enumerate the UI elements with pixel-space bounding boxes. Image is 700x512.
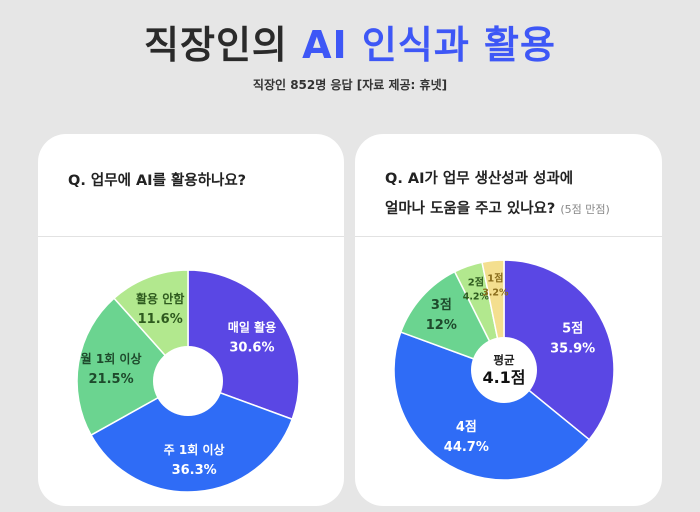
pie1-slice-4-label: 1점 (487, 272, 503, 284)
pie1-slice-0 (503, 259, 615, 441)
pie1-slice-2-value: 12% (426, 318, 457, 333)
pie1-slice-1 (393, 331, 591, 481)
pie0-slice-1-value: 36.3% (172, 463, 217, 478)
productivity-card: Q. AI가 업무 생산성과 성과에 얼마나 도움을 주고 있나요? (5점 만… (355, 134, 662, 506)
productivity-question-line1: Q. AI가 업무 생산성과 성과에 (385, 171, 574, 187)
pie1-slice-3-label: 2점 (468, 277, 484, 289)
pie0-slice-2 (76, 297, 190, 437)
pie0-slice-3-value: 11.6% (138, 312, 183, 327)
productivity-question: Q. AI가 업무 생산성과 성과에 얼마나 도움을 주고 있나요? (5점 만… (385, 164, 610, 225)
pie1-center-hole (471, 337, 537, 403)
productivity-question-line2-text: 얼마나 도움을 주고 있나요? (385, 201, 556, 217)
pie0-slice-0-label: 매일 활용 (228, 319, 276, 334)
page-subtitle: 직장인 852명 응답 [자료 제공: 휴넷] (252, 78, 448, 92)
pie0-slice-3-label: 활용 안함 (136, 291, 184, 306)
pie1-center-label: 평균 (493, 353, 515, 367)
pie0-slice-1 (90, 380, 294, 493)
pie1-center-value: 4.1점 (482, 368, 525, 387)
pie1-slice-2 (399, 270, 506, 372)
productivity-question-note: (5점 만점) (560, 203, 610, 216)
pie1-slice-0-label: 5점 (562, 321, 583, 336)
usage-question: Q. 업무에 AI를 활용하나요? (68, 173, 247, 189)
pie1-slice-4-value: 3.2% (482, 287, 509, 298)
productivity-question-line2: 얼마나 도움을 주고 있나요? (5점 만점) (385, 194, 610, 225)
pie1-slice-3-value: 4.2% (463, 292, 490, 303)
page-title: 직장인의 AI 인식과 활용 (0, 14, 700, 69)
pie1-slice-2-label: 3점 (431, 298, 452, 313)
title-accent: AI 인식과 활용 (302, 23, 556, 67)
pie1-slice-0-value: 35.9% (550, 341, 595, 356)
productivity-divider (355, 236, 662, 237)
productivity-pie-chart: 5점 35.9% 4점 44.7% 3점 12% 2점 4.2% 1점 3.2% 평균4.1점 (393, 259, 615, 481)
pie0-slice-2-label: 월 1회 이상 (81, 351, 142, 366)
usage-divider (38, 236, 344, 237)
pie0-slice-0-value: 30.6% (229, 340, 274, 355)
pie1-slice-1-value: 44.7% (444, 440, 489, 455)
usage-pie-chart: 매일 활용 30.6% 주 1회 이상 36.3% 월 1회 이상 21.5% 활용 안함 1… (76, 269, 300, 493)
pie1-slice-1-label: 4점 (456, 420, 477, 435)
usage-card: Q. 업무에 AI를 활용하나요? 매일 활용 30.6% 주 1회 이상 36.3%… (38, 134, 344, 506)
pie0-slice-2-value: 21.5% (89, 372, 134, 387)
title-main: 직장인의 (144, 23, 288, 67)
pie0-slice-1-label: 주 1회 이상 (164, 442, 225, 457)
pie0-center-hole (153, 346, 223, 416)
